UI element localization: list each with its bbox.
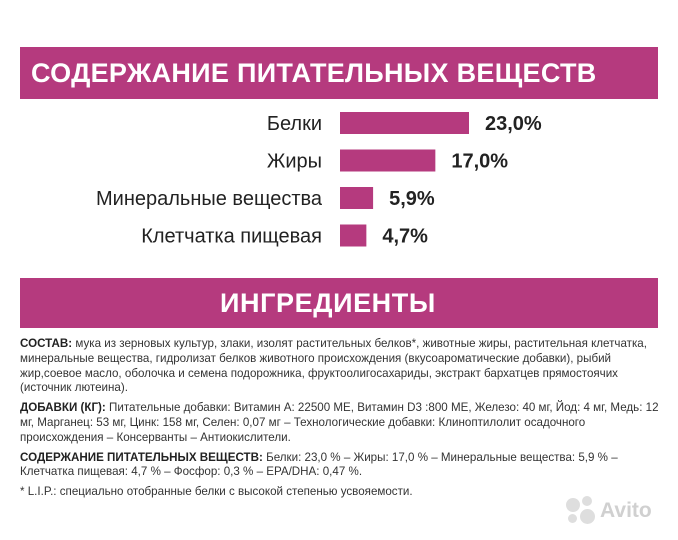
- nutrients-label: СОДЕРЖАНИЕ ПИТАТЕЛЬНЫХ ВЕЩЕСТВ:: [20, 450, 263, 464]
- avito-logo-icon: [566, 496, 596, 526]
- bar: [340, 187, 374, 209]
- bar: [340, 224, 367, 247]
- nutrients-title: СОДЕРЖАНИЕ ПИТАТЕЛЬНЫХ ВЕЩЕСТВ: [31, 57, 597, 88]
- sostav-label: СОСТАВ:: [20, 337, 73, 350]
- category-label: Клетчатка пищевая: [141, 226, 322, 248]
- category-label: Минеральные вещества: [96, 188, 323, 210]
- ingredients-title: ИНГРЕДИЕНТЫ: [220, 287, 436, 318]
- additives-label: ДОБАВКИ (КГ):: [20, 401, 106, 415]
- bar: [340, 112, 469, 134]
- bar: [340, 149, 436, 172]
- sostav-paragraph: СОСТАВ: мука из зерновых культур, злаки,…: [20, 337, 660, 396]
- avito-watermark: Avito: [566, 496, 652, 526]
- nutrients-text: Белки: 23,0 % – Жиры: 17,0 % – Минеральн…: [20, 450, 618, 479]
- watermark-text: Avito: [600, 499, 652, 522]
- value-label: 5,9%: [389, 188, 435, 210]
- value-label: 23,0%: [485, 113, 542, 135]
- additives-text: Питательные добавки: Витамин А: 22500 МЕ…: [20, 401, 659, 444]
- nutrients-bar-chart: Белки 23,0% Жиры 17,0% Минеральные вещества 5…: [96, 112, 542, 248]
- ingredients-text-block: СОСТАВ: мука из зерновых культур, злаки,…: [20, 337, 660, 505]
- category-label: Жиры: [267, 151, 322, 173]
- nutrients-paragraph: СОДЕРЖАНИЕ ПИТАТЕЛЬНЫХ ВЕЩЕСТВ: Белки: 2…: [20, 451, 660, 481]
- footnote-text: * L.I.P.: специально отобранные белки с …: [20, 485, 413, 499]
- footnote: * L.I.P.: специально отобранные белки с …: [20, 485, 660, 500]
- value-label: 4,7%: [382, 226, 428, 248]
- value-label: 17,0%: [451, 151, 508, 173]
- additives-paragraph: ДОБАВКИ (КГ): Питательные добавки: Витам…: [20, 401, 660, 445]
- category-label: Белки: [267, 113, 322, 135]
- nutrients-header: СОДЕРЖАНИЕ ПИТАТЕЛЬНЫХ ВЕЩЕСТВ: [20, 47, 658, 99]
- ingredients-header: ИНГРЕДИЕНТЫ: [20, 278, 658, 328]
- sostav-text: мука из зерновых культур, злаки, изолят …: [20, 337, 647, 395]
